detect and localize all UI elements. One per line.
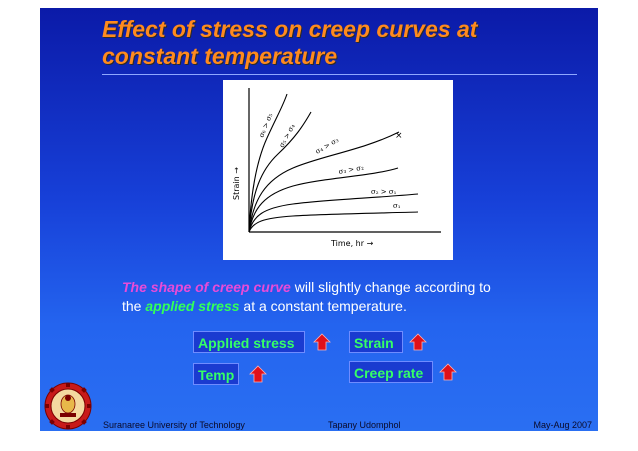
up-arrow-icon [439,363,457,381]
temp-box: Temp [193,363,239,385]
desc-emphasis-creep-curve: The shape of creep curve [122,279,291,295]
footer-date: May-Aug 2007 [533,420,592,430]
university-logo [44,382,92,430]
desc-text-1: will slightly change according to [290,279,491,295]
slide-title: Effect of stress on creep curves at cons… [102,16,572,70]
curve-label-sigma2: σ₂ > σ₁ [371,188,397,196]
curve-label-sigma1: σ₁ [393,202,401,210]
title-line-2: constant temperature [102,43,338,69]
desc-emphasis-applied-stress: applied stress [145,298,240,314]
creep-curve-sigma3 [248,167,399,233]
description-paragraph: The shape of creep curve will slightly c… [122,278,562,316]
up-arrow-icon [313,333,331,351]
title-line-1: Effect of stress on creep curves at [102,16,478,42]
desc-text-2: the [122,298,146,314]
creep-curve-sigma4 [248,131,400,233]
creep-curve-sigma2 [248,193,419,233]
y-axis-label: Strain → [232,167,241,200]
title-divider [102,74,577,75]
x-axis-label: Time, hr → [330,239,374,248]
curve-label-sigma4: σ₄ > σ₃ [314,136,340,156]
curve-label-sigma6: σ₆ > σ₅ [257,112,274,139]
up-arrow-icon [249,365,267,383]
creep-curves-diagram: × Strain → Time, hr → σ₆ > σ₅ σ₅ > σ₄ σ₄… [232,88,441,248]
slide: Effect of stress on creep curves at cons… [40,8,598,431]
footer-author: Tapany Udomphol [328,420,401,430]
applied-stress-box: Applied stress [193,331,305,353]
up-arrow-icon [409,333,427,351]
creep-curve-sigma5 [248,111,312,233]
fracture-mark: × [395,131,403,141]
curve-label-sigma3: σ₃ > σ₂ [338,164,365,176]
strain-box: Strain [349,331,403,353]
creep-curves-figure: × Strain → Time, hr → σ₆ > σ₅ σ₅ > σ₄ σ₄… [223,80,453,260]
creep-curve-sigma6 [248,93,288,233]
creep-curve-sigma1 [248,211,419,233]
desc-text-3: at a constant temperature. [239,298,407,314]
creep-rate-box: Creep rate [349,361,433,383]
footer-institution: Suranaree University of Technology [103,420,245,430]
